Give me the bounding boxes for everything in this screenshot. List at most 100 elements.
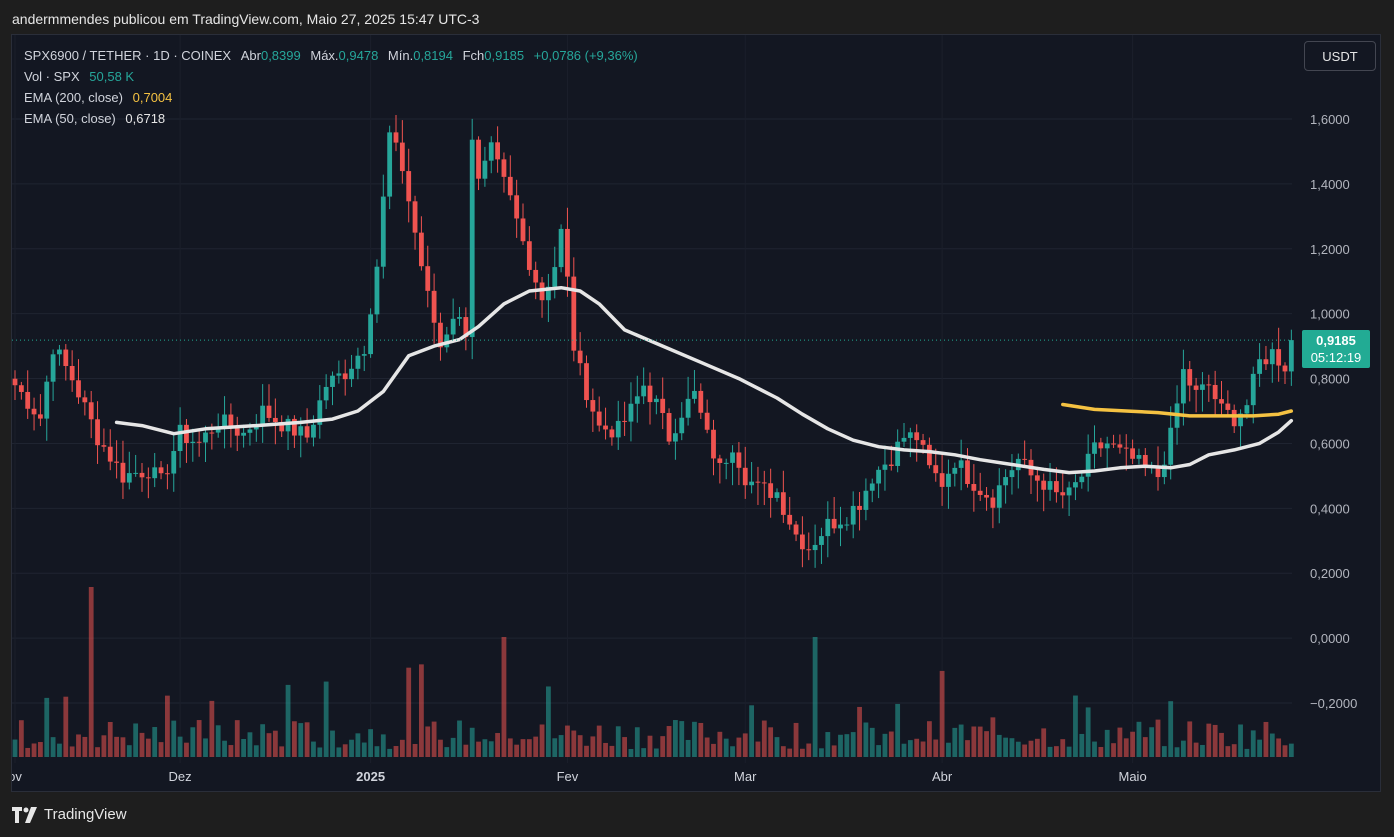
volume-bar	[1123, 738, 1129, 757]
candle-body	[463, 317, 469, 338]
candle-body	[476, 139, 481, 179]
candle-body	[438, 322, 443, 348]
symbol-name[interactable]: SPX6900 / TETHER · 1D · COINEX	[24, 48, 232, 63]
candle-body	[984, 494, 989, 498]
volume-bar	[514, 744, 520, 757]
volume-bar	[1244, 748, 1250, 757]
candle-body	[1168, 427, 1174, 465]
volume-bar	[425, 726, 431, 757]
candle-body	[965, 460, 970, 485]
volume-line[interactable]: Vol · SPX 50,58 K	[24, 66, 638, 87]
volume-bar	[723, 738, 729, 757]
candle-body	[679, 417, 685, 434]
volume-bar	[711, 743, 716, 757]
volume-bar	[927, 721, 932, 757]
volume-bar	[1104, 729, 1110, 757]
candle-body	[914, 432, 920, 441]
volume-label: Vol · SPX	[24, 69, 80, 84]
volume-bar	[882, 733, 888, 757]
volume-bar	[120, 737, 126, 757]
volume-bar	[736, 737, 742, 757]
candle-body	[1136, 454, 1142, 459]
volume-bar	[895, 703, 901, 757]
candle-body	[685, 398, 691, 418]
volume-bar	[342, 744, 348, 757]
candle-body	[1212, 385, 1218, 400]
volume-bar	[603, 742, 608, 757]
volume-bar	[876, 745, 881, 757]
volume-bar	[323, 681, 329, 757]
candle-body	[787, 514, 793, 525]
volume-bar	[1092, 741, 1097, 757]
candle-body	[755, 481, 761, 483]
candle-body	[361, 354, 367, 356]
candle-body	[139, 472, 145, 478]
volume-bar	[406, 667, 412, 757]
candle-body	[698, 390, 704, 413]
volume-bar	[209, 700, 215, 757]
volume-bar	[704, 737, 710, 757]
candle-body	[742, 467, 748, 486]
volume-bar	[1269, 733, 1275, 757]
candle-body	[323, 386, 329, 401]
volume-bar	[190, 727, 196, 757]
volume-bar	[444, 747, 450, 757]
last-price-tag: 0,9185 05:12:19	[1302, 330, 1370, 369]
candle-body	[298, 426, 304, 436]
chart-panel[interactable]: 1,6000 1,4000 1,2000 1,0000 0,8000 0,6000 0,40…	[11, 34, 1381, 792]
tradingview-brand[interactable]: TradingView	[12, 806, 127, 823]
candle-body	[1142, 454, 1148, 467]
candle-body	[1003, 477, 1008, 486]
candle-body	[38, 414, 43, 419]
price-chart[interactable]: 1,6000 1,4000 1,2000 1,0000 0,8000 0,6000 0,40…	[12, 35, 1381, 792]
candle-body	[158, 467, 164, 474]
candle-body	[514, 195, 520, 219]
candle-body	[946, 473, 951, 487]
candle-body	[520, 218, 526, 242]
volume-bar	[1282, 745, 1288, 757]
candle-body	[920, 440, 926, 445]
volume-bar	[952, 727, 958, 757]
candle-body	[533, 269, 539, 283]
volume-bar	[330, 730, 335, 757]
candle-body	[107, 446, 113, 462]
candle-body	[933, 465, 939, 474]
volume-bar	[920, 741, 926, 757]
volume-bar	[857, 706, 862, 757]
volume-bar	[501, 637, 507, 757]
volume-bar	[1015, 741, 1021, 757]
volume-bar	[1079, 733, 1085, 757]
x-tick-label: ov	[12, 769, 22, 784]
volume-bar	[101, 735, 107, 757]
volume-bar	[1130, 731, 1135, 757]
candle-body	[292, 418, 297, 436]
candle-body	[901, 437, 907, 442]
volume-bar	[139, 732, 145, 757]
candle-body	[399, 142, 405, 172]
y-tick-label: 0,6000	[1310, 436, 1350, 451]
volume-bar	[507, 738, 513, 757]
volume-bar	[653, 748, 659, 757]
volume-bar	[812, 637, 818, 757]
candle-body	[768, 483, 774, 498]
close-value: 0,9185	[484, 48, 525, 63]
volume-bar	[742, 733, 748, 757]
candle-body	[190, 441, 196, 444]
candle-body	[825, 518, 831, 537]
candle-body	[704, 412, 710, 430]
candle-body	[577, 350, 583, 364]
volume-bar	[685, 739, 691, 757]
ema200-line[interactable]: EMA (200, close) 0,7004	[24, 87, 638, 108]
volume-bar	[184, 742, 189, 757]
volume-bar	[399, 739, 405, 757]
candle-body	[82, 397, 88, 403]
candle-body	[1073, 482, 1078, 488]
volume-bar	[126, 745, 132, 757]
candle-body	[666, 413, 672, 442]
volume-bar	[1276, 738, 1282, 757]
currency-button[interactable]: USDT	[1304, 41, 1376, 71]
volume-bar	[1066, 746, 1072, 757]
volume-bar	[533, 736, 539, 757]
volume-bar	[234, 720, 240, 757]
ema50-line[interactable]: EMA (50, close) 0,6718	[24, 108, 638, 129]
